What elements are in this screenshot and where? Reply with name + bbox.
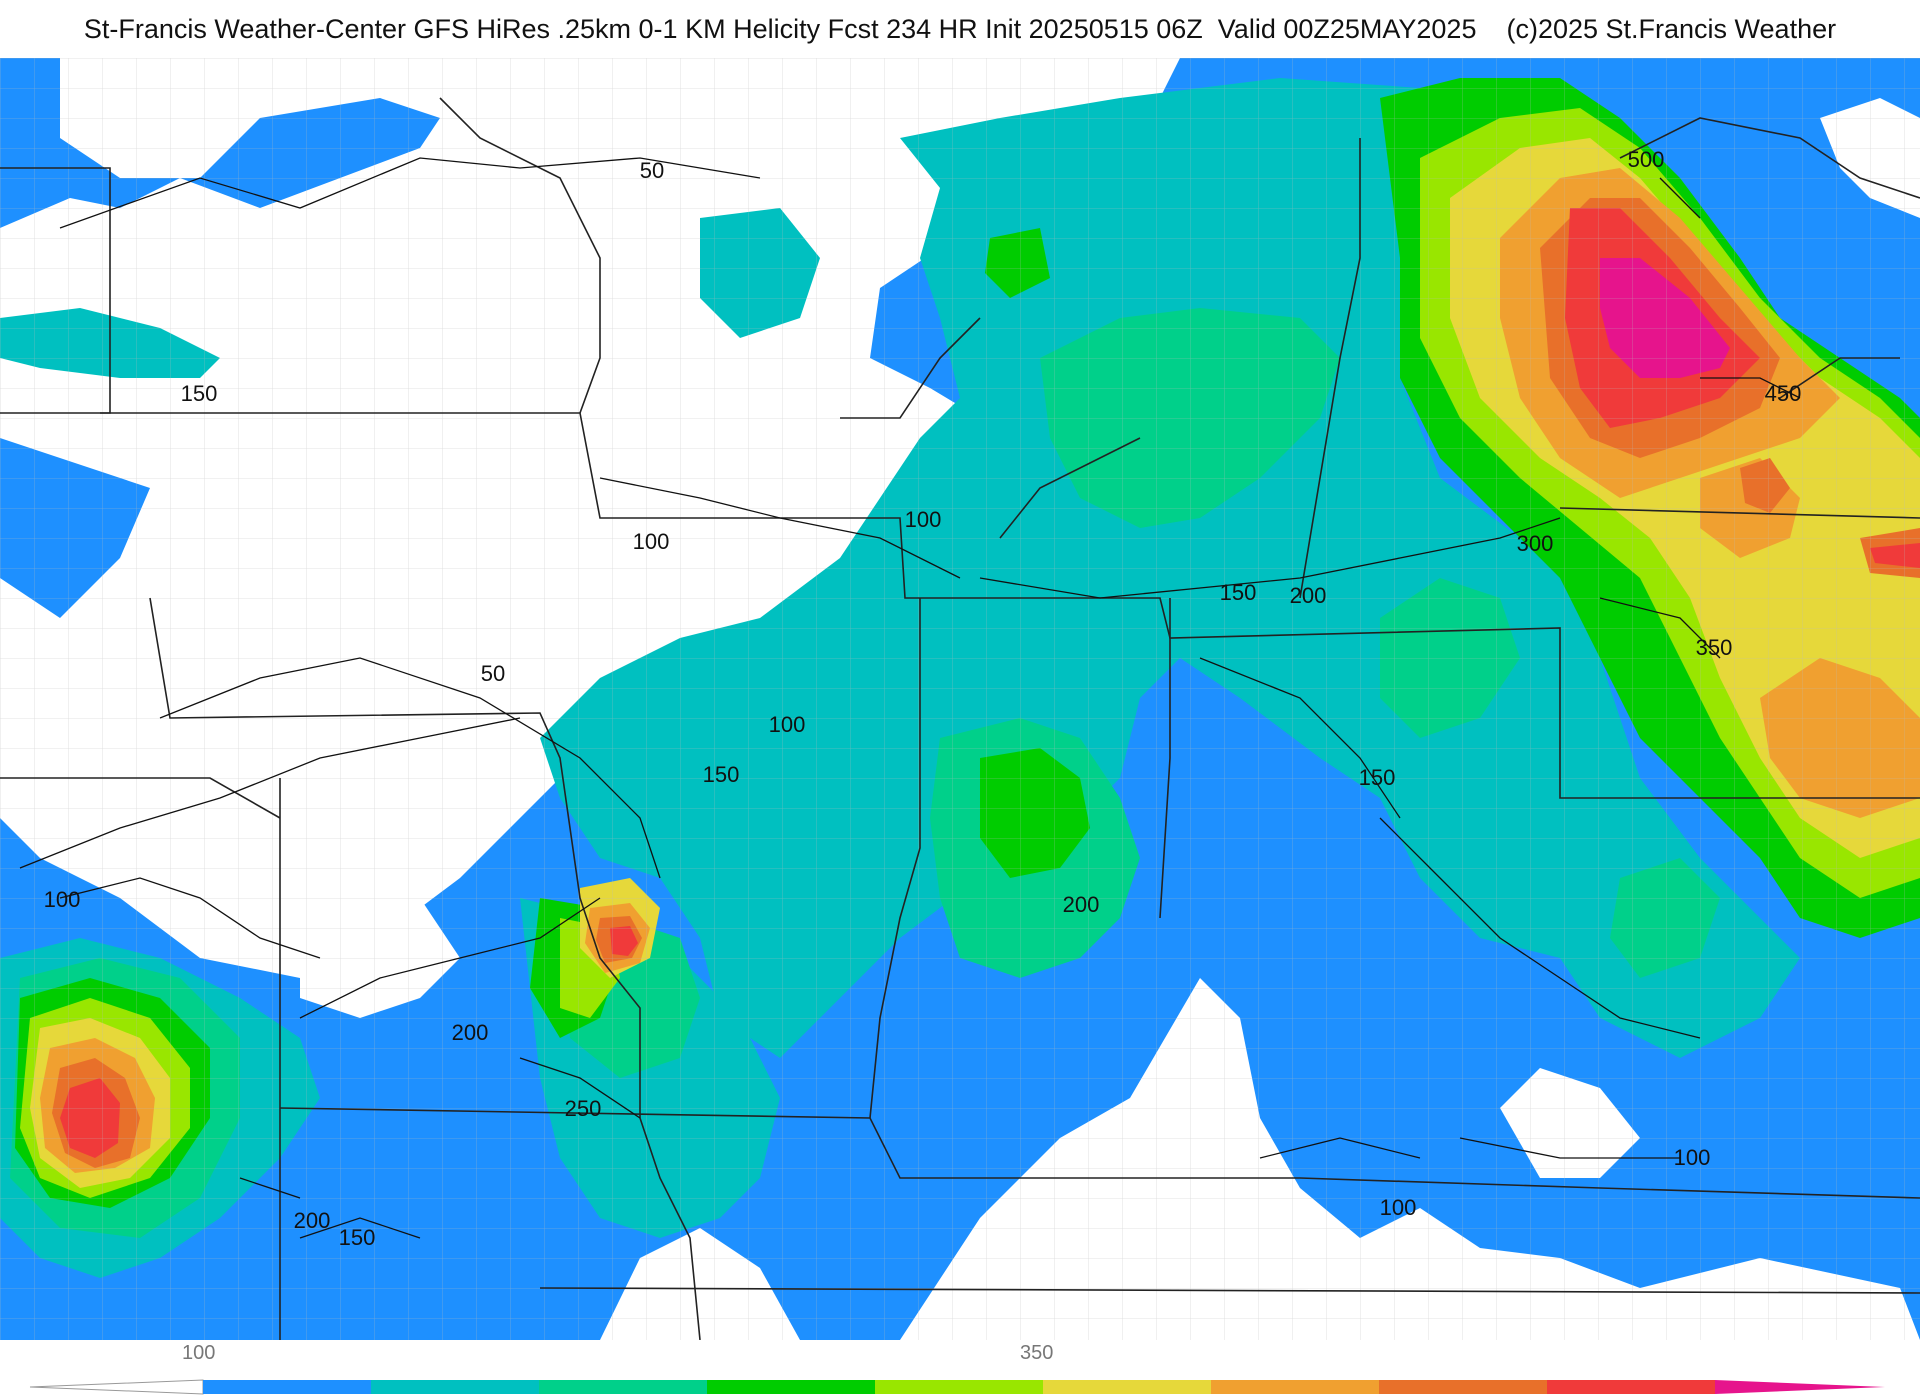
contour-label: 150 bbox=[703, 762, 740, 787]
contour-label: 100 bbox=[1380, 1195, 1417, 1220]
legend-end-arrow bbox=[1715, 1380, 1885, 1394]
contour-lines bbox=[19, 157, 1801, 1239]
contour-label: 200 bbox=[1290, 583, 1327, 608]
legend-tick-label: 350 bbox=[1020, 1342, 1054, 1364]
helicity-map: 50 50 100 100 100 100 100 100 100 150 15… bbox=[0, 58, 1920, 1340]
legend-band bbox=[1211, 1380, 1379, 1394]
state-boundaries bbox=[0, 97, 1920, 1340]
contour-label: 100 bbox=[633, 529, 670, 554]
contour-label: 500 bbox=[1628, 147, 1665, 172]
contour-label: 150 bbox=[1359, 765, 1396, 790]
map-title: St-Francis Weather-Center GFS HiRes .25k… bbox=[83, 13, 1837, 44]
contour-label: 100 bbox=[769, 712, 806, 737]
contour-label: 300 bbox=[1517, 531, 1554, 556]
legend-tick-label: 100 bbox=[182, 1342, 216, 1364]
contour-label: 200 bbox=[452, 1020, 489, 1045]
contour-label: 100 bbox=[44, 887, 81, 912]
contour-label: 200 bbox=[1063, 892, 1100, 917]
legend-band bbox=[707, 1380, 875, 1394]
legend-start-arrow bbox=[29, 1379, 204, 1395]
contour-label: 150 bbox=[1220, 580, 1257, 605]
contour-label: 50 bbox=[640, 158, 664, 183]
contour-label: 150 bbox=[181, 381, 218, 406]
contour-label: 200 bbox=[294, 1208, 331, 1233]
contour-label: 100 bbox=[1674, 1145, 1711, 1170]
contour-label: 450 bbox=[1765, 381, 1802, 406]
contour-label: 100 bbox=[905, 507, 942, 532]
contour-label: 350 bbox=[1696, 635, 1733, 660]
legend-band bbox=[1043, 1380, 1211, 1394]
contour-label: 150 bbox=[339, 1225, 376, 1250]
legend-band bbox=[875, 1380, 1043, 1394]
legend-band bbox=[1547, 1380, 1715, 1394]
county-boundaries bbox=[0, 58, 1920, 1340]
contour-labels: 50 50 100 100 100 100 100 100 100 150 15… bbox=[44, 147, 1802, 1250]
legend-band bbox=[1379, 1380, 1547, 1394]
contour-label: 50 bbox=[481, 661, 505, 686]
legend-band bbox=[203, 1380, 371, 1394]
legend-band bbox=[371, 1380, 539, 1394]
color-legend bbox=[29, 1379, 1885, 1395]
legend-band bbox=[539, 1380, 707, 1394]
contour-label: 250 bbox=[565, 1096, 602, 1121]
